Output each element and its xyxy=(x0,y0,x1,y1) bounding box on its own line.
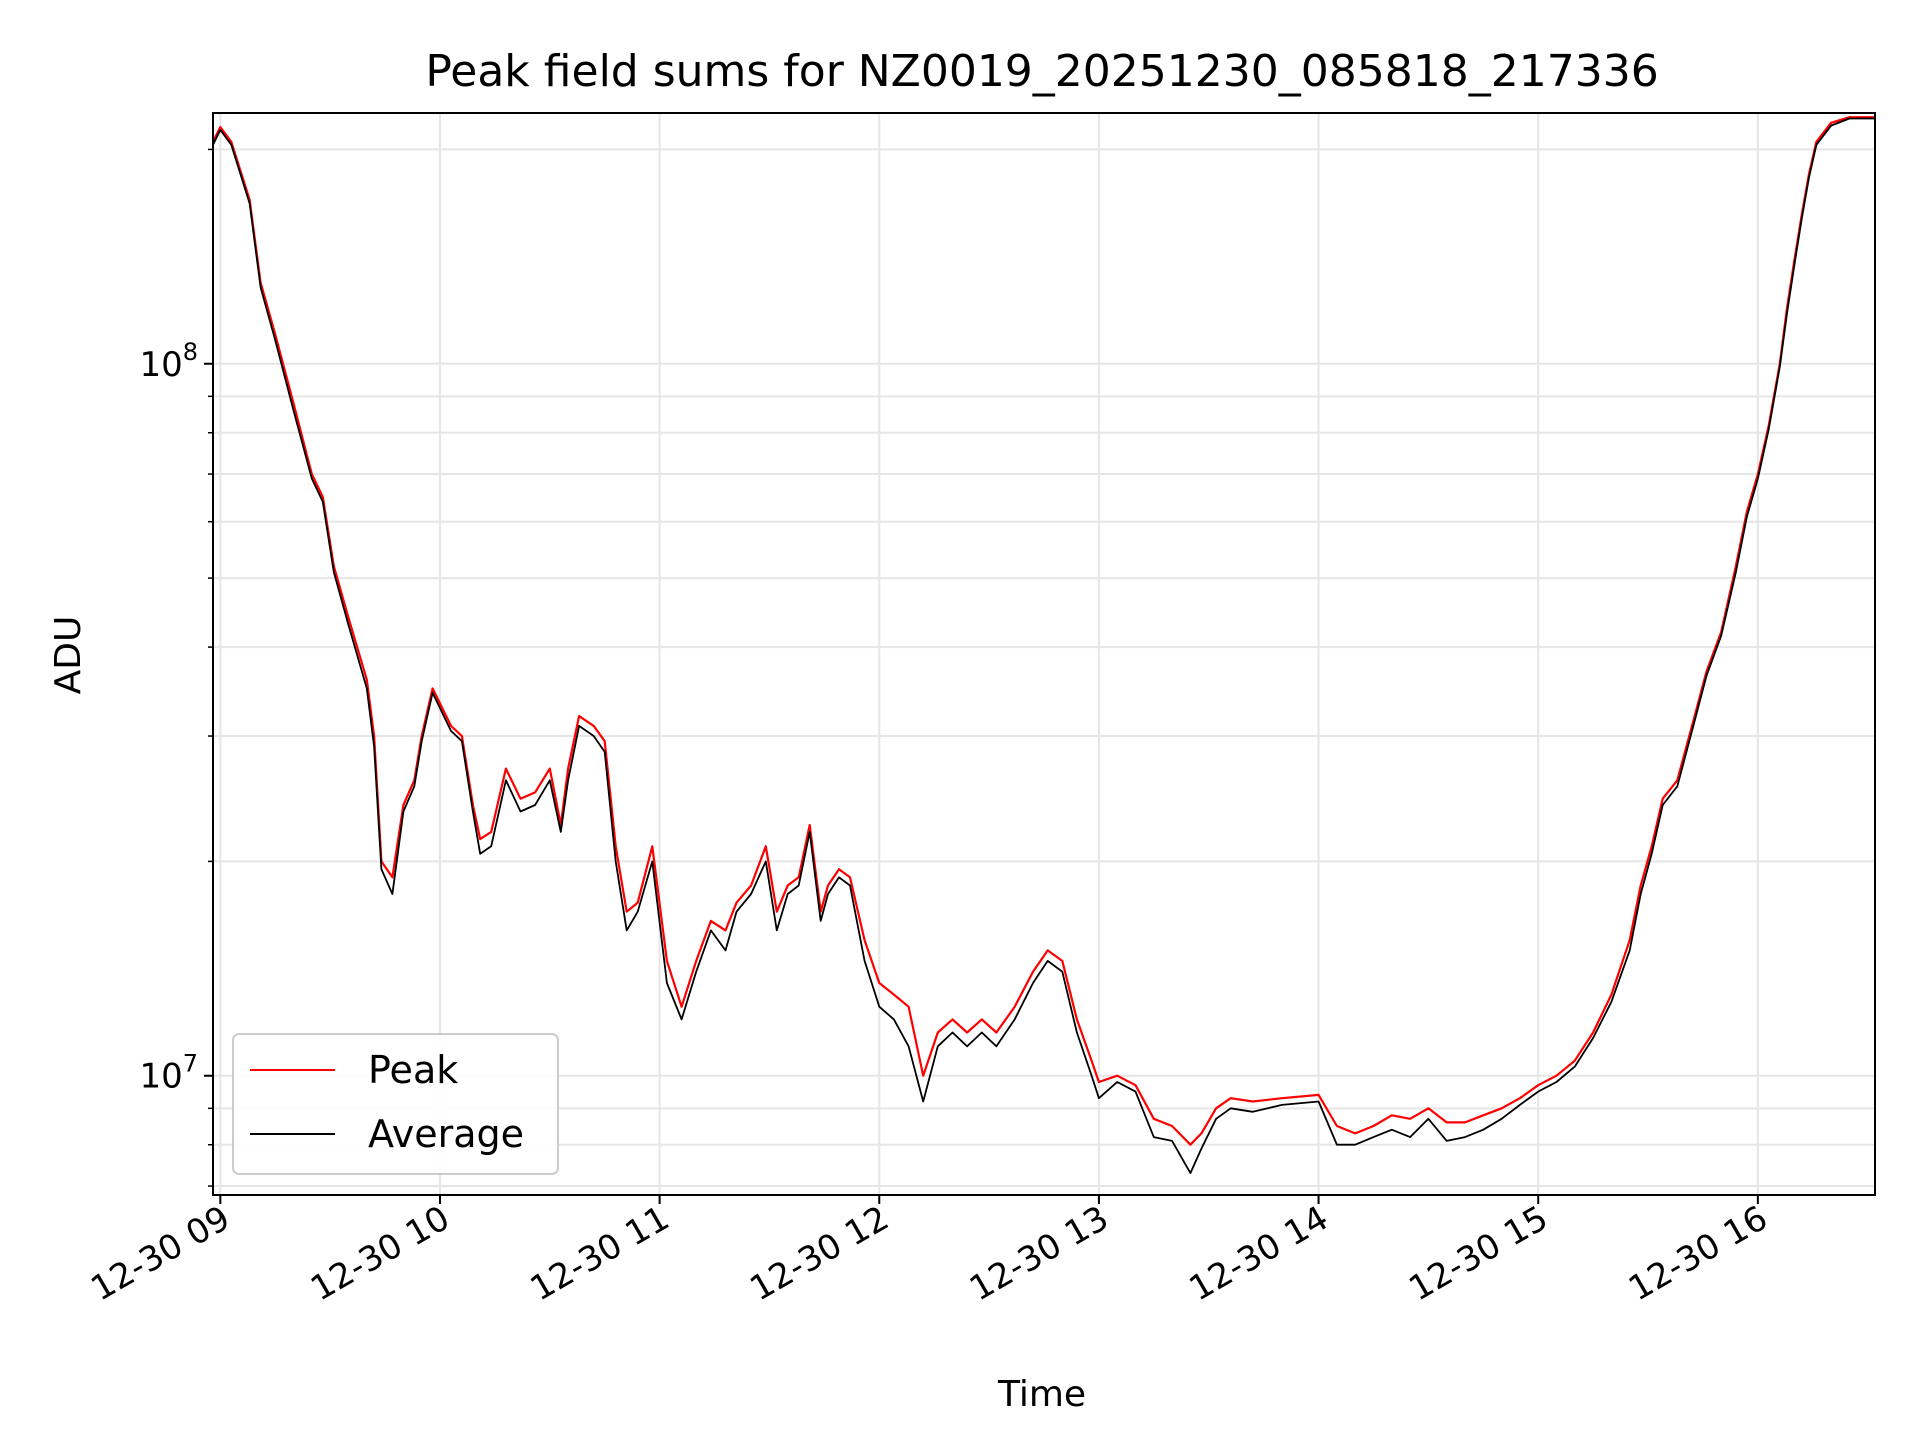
legend: Peak Average xyxy=(232,1033,559,1175)
y-axis-label: ADU xyxy=(48,616,89,695)
series-line-peak xyxy=(212,116,1875,1146)
y-tick-label: 107 xyxy=(139,1050,198,1097)
chart-title: Peak field sums for NZ0019_20251230_0858… xyxy=(425,46,1658,97)
series-line-average xyxy=(212,117,1875,1174)
plot-frame xyxy=(212,112,1876,1196)
y-tick-label: 108 xyxy=(139,338,198,385)
legend-label-average: Average xyxy=(368,1112,524,1156)
series-layer xyxy=(212,116,1875,1174)
legend-label-peak: Peak xyxy=(368,1048,458,1092)
x-axis-label: Time xyxy=(997,1374,1086,1415)
